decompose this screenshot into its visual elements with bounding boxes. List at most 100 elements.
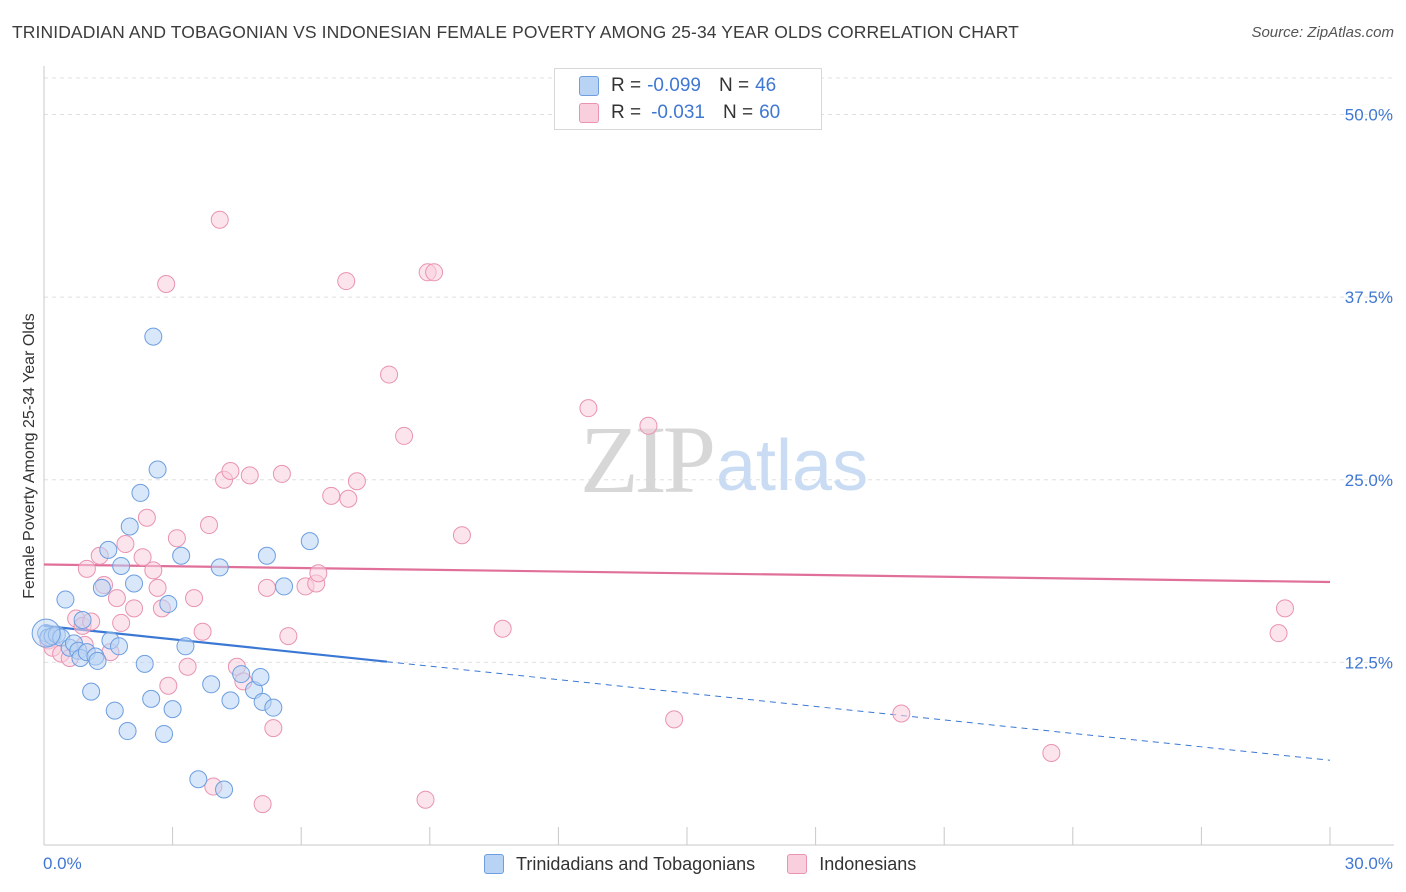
point-trinidadian [73, 611, 92, 630]
point-indonesian [380, 365, 399, 384]
point-indonesian [178, 657, 197, 676]
point-indonesian [279, 627, 298, 646]
legend-r-label: R = [611, 75, 642, 96]
legend-n-value: 60 [759, 102, 781, 123]
point-trinidadian [118, 722, 137, 741]
legend-r-value: -0.031 [651, 102, 705, 123]
point-trinidadian [163, 700, 182, 719]
point-trinidadian [215, 780, 234, 799]
point-indonesian [240, 466, 259, 485]
point-indonesian [579, 399, 598, 418]
point-indonesian [425, 263, 444, 282]
point-trinidadian [99, 540, 118, 559]
point-indonesian [144, 561, 163, 580]
point-trinidadian [112, 556, 131, 575]
point-indonesian [272, 464, 291, 483]
point-indonesian [157, 274, 176, 293]
point-indonesian [493, 619, 512, 638]
point-trinidadian [251, 667, 270, 686]
tick-labels: 12.5% 25.0% 37.5% 50.0% 0.0% 30.0% [43, 106, 1393, 873]
point-trinidadian [155, 724, 174, 743]
legend-r-label: R = [611, 102, 642, 123]
chart-title: TRINIDADIAN AND TOBAGONIAN VS INDONESIAN… [12, 22, 1019, 42]
legend-r-value: -0.099 [647, 75, 701, 96]
series-legend: Trinidadians and Tobagonians Indonesians [484, 852, 948, 876]
source-label: Source: ZipAtlas.com [1251, 24, 1394, 41]
watermark: ZIP atlas [580, 406, 868, 513]
legend-swatch-indonesian [579, 103, 599, 123]
point-indonesian [200, 516, 219, 535]
x-tick-label: 0.0% [43, 854, 82, 873]
point-indonesian [185, 589, 204, 608]
point-indonesian [1042, 743, 1061, 762]
axes [43, 66, 1394, 846]
point-trinidadian [125, 574, 144, 593]
point-indonesian [264, 719, 283, 738]
correlation-legend: R = -0.099 N = 46 R = -0.031 N = 60 [554, 68, 822, 130]
point-indonesian [167, 529, 186, 548]
x-tick-label: 30.0% [1345, 854, 1393, 873]
point-trinidadian [135, 654, 154, 673]
watermark-atlas: atlas [716, 426, 868, 506]
point-trinidadian [148, 460, 167, 479]
point-indonesian [347, 472, 366, 491]
point-indonesian [221, 461, 240, 480]
point-trinidadian [159, 594, 178, 613]
point-trinidadian [142, 689, 161, 708]
point-trinidadian [92, 578, 111, 597]
point-indonesian [322, 486, 341, 505]
point-indonesian [337, 272, 356, 291]
point-indonesian [395, 426, 414, 445]
point-trinidadian [176, 637, 195, 656]
trendline-indonesian [43, 563, 1331, 584]
legend-n-value: 46 [755, 75, 777, 96]
legend-n-label: N = [722, 102, 754, 123]
legend-item-indonesian: Indonesians [787, 854, 916, 875]
point-indonesian [1269, 624, 1288, 643]
y-tick-label: 37.5% [1345, 288, 1393, 307]
point-indonesian [210, 210, 229, 229]
legend-row-indonesian: R = -0.031 N = 60 [579, 100, 780, 126]
point-indonesian [892, 704, 911, 723]
point-indonesian [193, 622, 212, 641]
y-tick-label: 25.0% [1345, 471, 1393, 490]
point-indonesian [77, 559, 96, 578]
point-indonesian [309, 564, 328, 583]
y-tick-label: 50.0% [1345, 106, 1393, 125]
point-trinidadian [189, 770, 208, 789]
point-indonesian [416, 790, 435, 809]
legend-item-trinidadian: Trinidadians and Tobagonians [484, 854, 755, 875]
point-indonesian [665, 710, 684, 729]
legend-swatch-trinidadian [579, 76, 599, 96]
point-trinidadian-cluster [31, 618, 61, 648]
point-indonesian [116, 535, 135, 554]
point-indonesian [137, 508, 156, 527]
point-indonesian [257, 578, 276, 597]
point-indonesian [339, 489, 358, 508]
point-trinidadian [221, 691, 240, 710]
point-indonesian [253, 795, 272, 814]
point-indonesian [1275, 599, 1294, 618]
point-trinidadian [172, 546, 191, 565]
legend-swatch-indonesian [787, 854, 808, 874]
legend-row-trinidadian: R = -0.099 N = 46 [579, 73, 776, 99]
trendline-trinidadian-dashed [386, 661, 1331, 761]
point-indonesian [452, 526, 471, 545]
point-trinidadian [110, 637, 129, 656]
point-trinidadian [232, 665, 251, 684]
trend-lines [43, 563, 1331, 761]
point-indonesian [133, 548, 152, 567]
point-indonesian [107, 589, 126, 608]
point-trinidadian [257, 546, 276, 565]
legend-swatch-trinidadian [484, 854, 504, 874]
point-trinidadian [264, 698, 283, 717]
point-trinidadian [56, 590, 75, 609]
point-trinidadian [105, 701, 124, 720]
point-trinidadian [82, 682, 101, 701]
point-trinidadian [88, 651, 107, 670]
point-trinidadian [120, 517, 139, 536]
point-trinidadian [202, 675, 221, 694]
point-indonesian [159, 676, 178, 695]
point-trinidadian [131, 483, 150, 502]
